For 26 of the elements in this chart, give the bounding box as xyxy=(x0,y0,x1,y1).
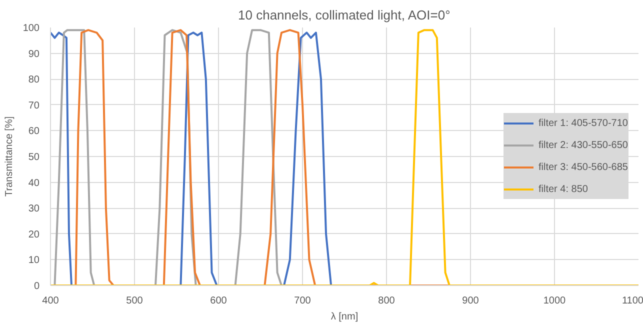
x-tick-label: 700 xyxy=(294,296,312,306)
legend-label: filter 1: 405-570-710 xyxy=(538,118,628,128)
x-axis-title: λ [nm] xyxy=(330,312,358,322)
chart-title: 10 channels, collimated light, AOI=0° xyxy=(238,8,450,22)
y-tick-label: 30 xyxy=(28,204,40,215)
y-tick-label: 20 xyxy=(28,229,40,240)
y-tick-label: 90 xyxy=(28,48,40,60)
legend-label: filter 3: 450-560-685 xyxy=(538,162,628,172)
x-tick-label: 900 xyxy=(462,296,480,306)
y-tick-label: 50 xyxy=(28,152,40,163)
legend-label: filter 2: 430-550-650 xyxy=(538,140,628,150)
x-tick-label: 1000 xyxy=(543,296,566,306)
y-tick-label: 60 xyxy=(28,126,40,138)
x-tick-label: 400 xyxy=(42,296,60,306)
y-tick-label: 40 xyxy=(28,178,40,189)
y-axis-title: Transmittance [%] xyxy=(4,116,15,197)
x-tick-label: 800 xyxy=(378,296,396,306)
x-tick-label: 1100 xyxy=(622,296,643,306)
y-tick-label: 80 xyxy=(28,74,40,86)
y-tick-label: 70 xyxy=(28,100,40,112)
x-tick-label: 500 xyxy=(126,296,144,306)
y-tick-label: 100 xyxy=(22,23,40,34)
y-tick-label: 0 xyxy=(34,281,40,292)
x-tick-label: 600 xyxy=(210,296,228,306)
legend-label: filter 4: 850 xyxy=(538,184,588,194)
y-tick-label: 10 xyxy=(28,255,40,266)
